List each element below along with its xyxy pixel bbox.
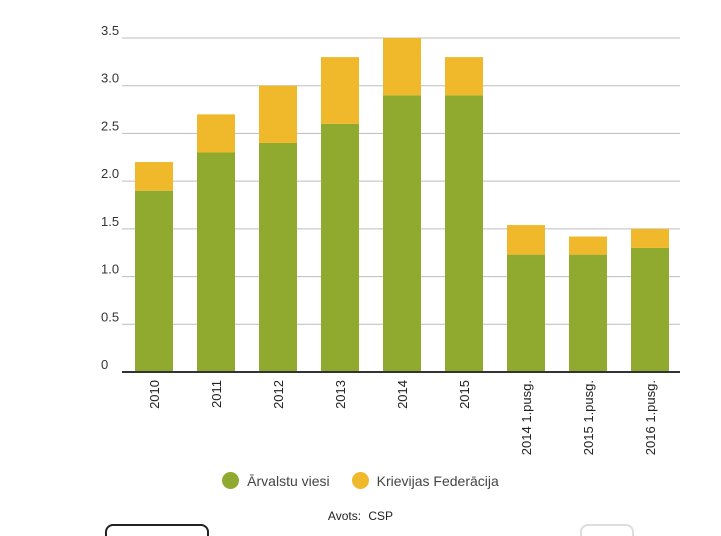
legend: Ārvalstu viesi Krievijas Federācija <box>0 472 721 489</box>
y-tick-label: 2.5 <box>101 118 119 133</box>
bar-krievijas-federacija[interactable] <box>135 162 173 191</box>
bar-krievijas-federacija[interactable] <box>569 236 607 255</box>
bar-arvalstu-viesi[interactable] <box>135 190 173 372</box>
bar-krievijas-federacija[interactable] <box>445 57 483 96</box>
x-tick-label: 2012 <box>271 380 286 409</box>
x-tick-label: 2014 <box>395 380 410 409</box>
bar-arvalstu-viesi[interactable] <box>445 95 483 372</box>
bar-krievijas-federacija[interactable] <box>197 114 235 153</box>
legend-marker-arvalstu-viesi <box>222 472 240 489</box>
x-tick-label: 2015 1.pusg. <box>581 380 596 455</box>
bottom-left-control[interactable] <box>105 524 209 536</box>
x-tick-label: 2016 1.pusg. <box>643 380 658 455</box>
x-tick-label: 2014 1.pusg. <box>519 380 534 455</box>
legend-label-arvalstu-viesi: Ārvalstu viesi <box>247 472 330 489</box>
bar-krievijas-federacija[interactable] <box>259 85 297 143</box>
legend-marker-krievijas-federacija <box>351 472 369 489</box>
source-value: CSP <box>368 509 394 523</box>
bar-krievijas-federacija[interactable] <box>383 38 421 96</box>
x-axis-tick-labels: 2010 2011 2012 2013 2014 2015 2014 1.pusg. 2015… <box>147 380 658 455</box>
legend-label-krievijas-federacija: Krievijas Federācija <box>376 472 499 489</box>
bottom-right-control[interactable] <box>580 524 634 536</box>
y-tick-label: 3.5 <box>101 23 119 38</box>
bar-arvalstu-viesi[interactable] <box>321 123 359 372</box>
x-tick-label: 2015 <box>457 380 472 409</box>
bar-arvalstu-viesi[interactable] <box>507 254 545 372</box>
bar-arvalstu-viesi[interactable] <box>569 254 607 372</box>
bar-arvalstu-viesi[interactable] <box>631 247 669 372</box>
bar-krievijas-federacija[interactable] <box>507 225 545 255</box>
bars <box>135 38 669 372</box>
y-tick-label: 2.0 <box>101 166 119 181</box>
x-tick-label: 2010 <box>147 380 162 409</box>
y-tick-label: 0.5 <box>101 309 119 324</box>
bar-arvalstu-viesi[interactable] <box>197 152 235 372</box>
y-tick-label: 1.5 <box>101 214 119 229</box>
source-note: Avots: CSP <box>0 509 721 523</box>
y-tick-label: 1.0 <box>101 262 119 277</box>
bar-krievijas-federacija[interactable] <box>321 57 359 124</box>
legend-item-arvalstu-viesi[interactable]: Ārvalstu viesi <box>222 472 330 489</box>
y-tick-label: 3.0 <box>101 71 119 86</box>
bar-krievijas-federacija[interactable] <box>631 228 669 248</box>
bar-arvalstu-viesi[interactable] <box>383 95 421 372</box>
y-tick-label: 0 <box>101 357 108 372</box>
x-tick-label: 2013 <box>333 380 348 409</box>
source-label: Avots: <box>327 509 362 523</box>
legend-item-krievijas-federacija[interactable]: Krievijas Federācija <box>351 472 499 489</box>
x-tick-label: 2011 <box>209 380 224 408</box>
y-axis-tick-labels: 0 0.5 1.0 1.5 2.0 2.5 3.0 3.5 <box>101 23 119 372</box>
bar-arvalstu-viesi[interactable] <box>259 142 297 372</box>
